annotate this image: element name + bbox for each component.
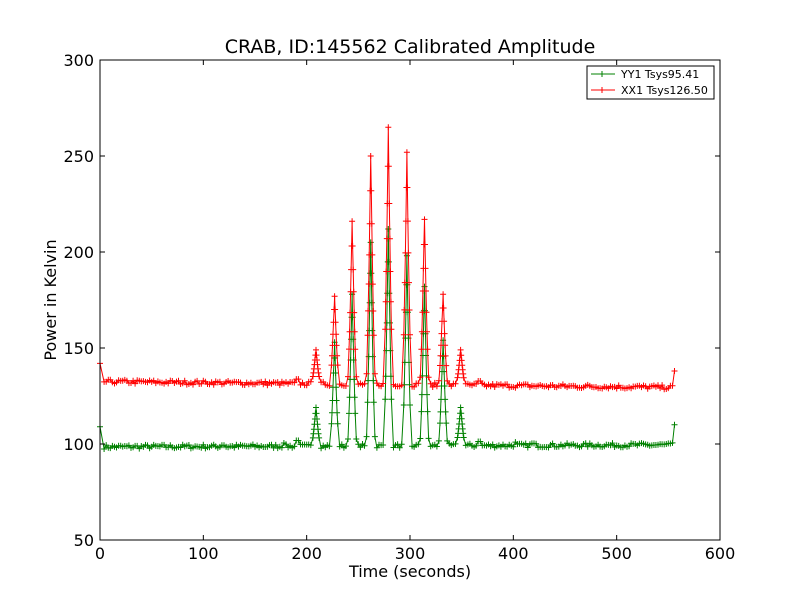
chart-title: CRAB, ID:145562 Calibrated Amplitude: [225, 36, 596, 58]
legend-yy1-label: YY1 Tsys95.41: [620, 68, 699, 81]
y-axis-label: Power in Kelvin: [41, 239, 60, 360]
plot-area: [97, 59, 721, 541]
x-tick-label: 600: [705, 544, 736, 563]
y-tick-label: 300: [63, 51, 94, 70]
legend-yy1-marker: [599, 71, 605, 77]
x-axis-label: Time (seconds): [348, 562, 471, 581]
plot-background: [100, 60, 720, 540]
x-tick-label: 0: [95, 544, 105, 563]
y-tick-label: 200: [63, 243, 94, 262]
x-tick-label: 500: [601, 544, 632, 563]
y-tick-label: 50: [74, 531, 94, 550]
x-tick-label: 100: [188, 544, 219, 563]
x-tick-label: 200: [291, 544, 322, 563]
y-tick-label: 150: [63, 339, 94, 358]
x-tick-label: 400: [498, 544, 529, 563]
y-tick-label: 250: [63, 147, 94, 166]
legend: YY1 Tsys95.41 XX1 Tsys126.50: [586, 65, 715, 100]
legend-xx1-marker: [599, 87, 605, 93]
ticks-layer: 0 100 200 300 400 500 600 50 100 150 200 250 300: [63, 51, 735, 563]
series-layer: [97, 124, 678, 452]
series-xx1: [97, 124, 678, 393]
legend-frame: [586, 65, 715, 100]
x-tick-label: 300: [395, 544, 426, 563]
legend-xx1-label: XX1 Tsys126.50: [621, 84, 708, 97]
y-tick-label: 100: [63, 435, 94, 454]
